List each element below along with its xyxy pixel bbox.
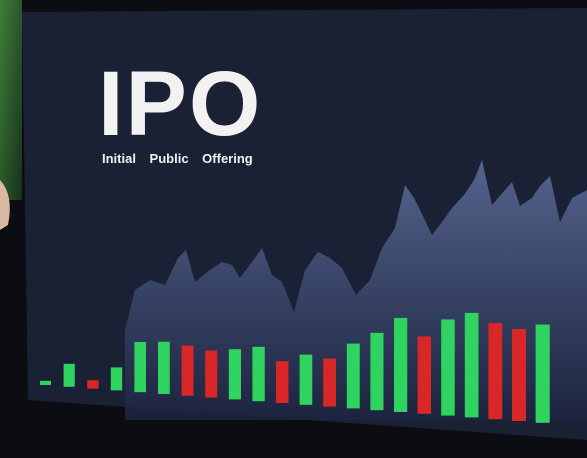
bar — [134, 342, 146, 392]
bar — [418, 336, 431, 413]
bar — [252, 347, 264, 401]
bar — [40, 381, 51, 385]
bar — [276, 361, 289, 403]
bar — [205, 351, 217, 398]
bar — [64, 364, 75, 387]
leaves — [0, 0, 22, 200]
bar — [536, 325, 550, 423]
bar — [323, 359, 336, 407]
page: IPO Initial Public Offering (() => { con… — [0, 0, 587, 458]
bar — [229, 349, 241, 399]
bar — [158, 342, 170, 394]
bar — [512, 329, 526, 421]
photo: IPO Initial Public Offering — [0, 0, 587, 458]
bar — [441, 319, 455, 415]
title: IPO — [98, 53, 262, 155]
bar — [370, 333, 383, 410]
subtitle: Initial Public Offering — [102, 151, 253, 166]
bar — [347, 344, 360, 409]
bar — [394, 318, 407, 412]
bar — [465, 313, 479, 418]
bar — [87, 380, 98, 388]
bar — [488, 323, 502, 419]
bar — [300, 355, 313, 405]
bar — [111, 367, 122, 390]
bar — [182, 346, 194, 396]
